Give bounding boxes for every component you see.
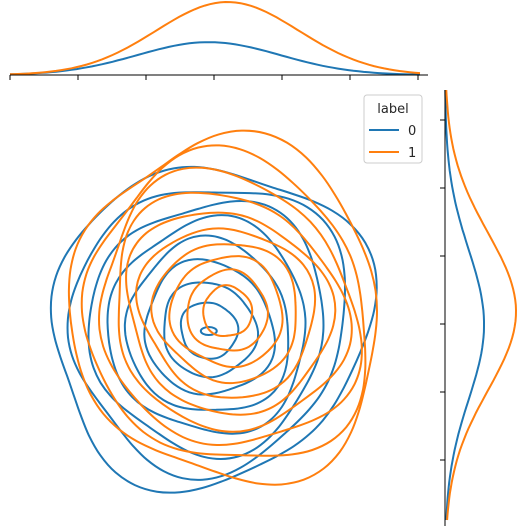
kde-contour-1-level-7 — [168, 255, 284, 369]
kde-contour-0-level-1 — [66, 191, 347, 481]
kde-contour-1-level-4 — [125, 211, 337, 416]
marginal-x-density-0 — [9, 41, 421, 76]
joint-kde-plot — [49, 129, 379, 494]
legend: label 0 1 — [363, 94, 423, 164]
marginal-y-density-1 — [445, 89, 518, 521]
kde-contour-0-level-2 — [87, 199, 325, 461]
kde-contour-1-level-3 — [117, 191, 353, 433]
marginal-x-density-1 — [9, 0, 421, 76]
kde-contour-0-level-5 — [143, 258, 276, 396]
kde-contour-1-level-6 — [150, 243, 297, 385]
kde-contour-0-level-6 — [163, 281, 260, 379]
kde-contour-1-level-5 — [135, 227, 317, 399]
legend-label-1: 1 — [408, 146, 416, 161]
legend-title: label — [377, 102, 408, 117]
legend-label-0: 0 — [408, 124, 416, 139]
kde-contour-1-level-2 — [98, 166, 363, 447]
kde-contour-1-level-9 — [202, 284, 254, 338]
marginal-y-plot — [440, 89, 518, 526]
kde-contour-1-level-0 — [67, 129, 379, 486]
kde-contour-1-level-8 — [186, 268, 269, 352]
kde-contour-1-level-1 — [80, 144, 367, 457]
kde-contour-0-level-7 — [179, 301, 240, 360]
marginal-y-density-0 — [444, 89, 485, 521]
marginal-x-plot — [9, 0, 428, 80]
kde-peak-contour-0 — [199, 326, 218, 337]
